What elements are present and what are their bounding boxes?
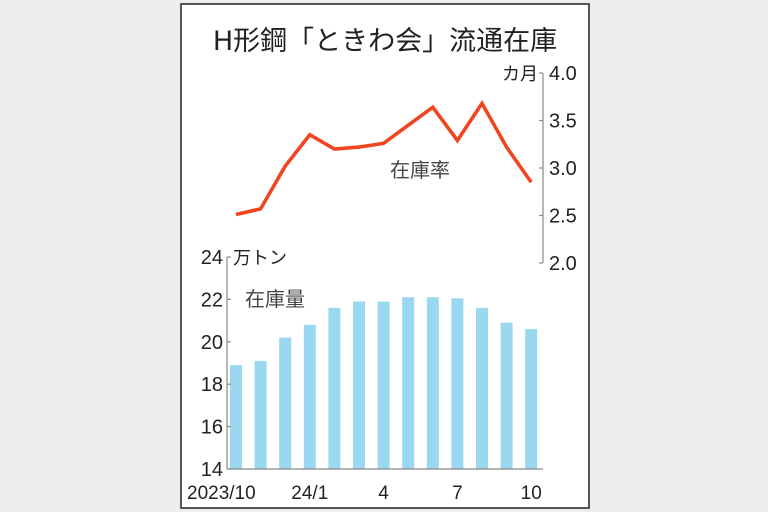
- bar: [377, 301, 390, 469]
- bar: [476, 307, 488, 469]
- left-y-tick-label: 18: [201, 374, 223, 396]
- bar: [525, 329, 538, 469]
- right-y-unit-label: カ月: [502, 64, 538, 85]
- left-y-axis: 14 16 18 20 22 24 万トン: [201, 247, 287, 481]
- left-y-tick-label: 20: [201, 332, 223, 354]
- x-tick-label: 4: [378, 483, 389, 504]
- bar-series-inventory: [230, 297, 538, 469]
- inventory-ratio-line: [235, 99, 533, 217]
- line-series-label: 在庫率: [390, 158, 450, 182]
- line-series-inventory-ratio: [235, 99, 533, 217]
- bar: [426, 297, 439, 469]
- right-y-tick-label: 2.0: [549, 253, 577, 275]
- bar: [303, 324, 316, 469]
- bar: [402, 297, 415, 469]
- right-y-tick-label: 3.5: [549, 111, 577, 133]
- x-tick-label: 24/1: [291, 483, 328, 504]
- right-y-tick-label: 2.5: [549, 206, 577, 228]
- left-y-tick-label: 22: [201, 289, 223, 311]
- chart-panel: H形鋼「ときわ会」流通在庫 14 16 18 20 22 24 万トン 2.0 2.5 3.0 3…: [180, 3, 590, 509]
- x-tick-label: 2023/10: [187, 483, 256, 504]
- right-y-tick-label: 3.0: [549, 158, 577, 180]
- left-y-tick-label: 24: [201, 247, 223, 269]
- bar: [230, 365, 242, 469]
- bar: [254, 360, 267, 469]
- right-y-axis: 2.0 2.5 3.0 3.5 4.0 カ月: [502, 63, 577, 275]
- right-y-tick-label: 4.0: [549, 63, 577, 85]
- bar: [328, 307, 341, 469]
- bar: [279, 337, 292, 469]
- x-axis: 2023/10 24/1 4 7 10: [187, 468, 543, 504]
- left-y-tick-label: 14: [201, 459, 223, 481]
- bar: [451, 298, 464, 469]
- left-y-tick-label: 16: [201, 417, 223, 439]
- chart-title: H形鋼「ときわ会」流通在庫: [212, 26, 558, 57]
- bar: [500, 322, 513, 469]
- left-y-unit-label: 万トン: [233, 248, 287, 269]
- x-tick-label: 7: [452, 483, 463, 504]
- bar: [353, 301, 365, 469]
- chart-canvas: 14 16 18 20 22 24 万トン 2.0 2.5 3.0 3.5 4.0 カ月 2023/1…: [187, 63, 577, 504]
- bar-series-label: 在庫量: [245, 287, 305, 311]
- x-tick-label: 10: [521, 483, 542, 504]
